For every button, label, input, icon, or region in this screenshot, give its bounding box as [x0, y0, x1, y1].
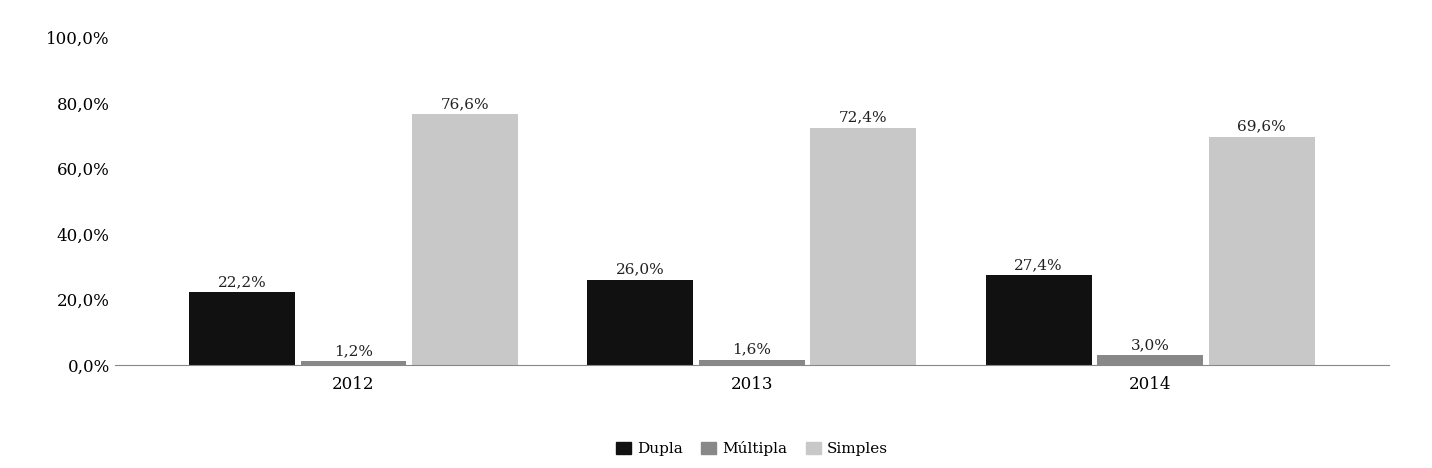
Text: 26,0%: 26,0% — [616, 263, 664, 277]
Text: 72,4%: 72,4% — [839, 110, 888, 124]
Bar — [412, 114, 518, 365]
Bar — [699, 360, 805, 365]
Text: 1,6%: 1,6% — [732, 343, 772, 357]
Text: 27,4%: 27,4% — [1014, 258, 1063, 272]
Text: 69,6%: 69,6% — [1237, 120, 1286, 134]
Bar — [1209, 137, 1315, 365]
Text: 22,2%: 22,2% — [218, 275, 266, 289]
Bar — [587, 280, 693, 365]
Bar — [985, 275, 1091, 365]
Bar — [189, 292, 295, 365]
Text: 76,6%: 76,6% — [441, 97, 490, 111]
Text: 3,0%: 3,0% — [1131, 338, 1170, 352]
Bar — [301, 361, 407, 365]
Bar — [811, 128, 916, 365]
Bar — [1097, 355, 1203, 365]
Text: 1,2%: 1,2% — [334, 344, 372, 358]
Legend: Dupla, Múltipla, Simples: Dupla, Múltipla, Simples — [610, 435, 894, 462]
